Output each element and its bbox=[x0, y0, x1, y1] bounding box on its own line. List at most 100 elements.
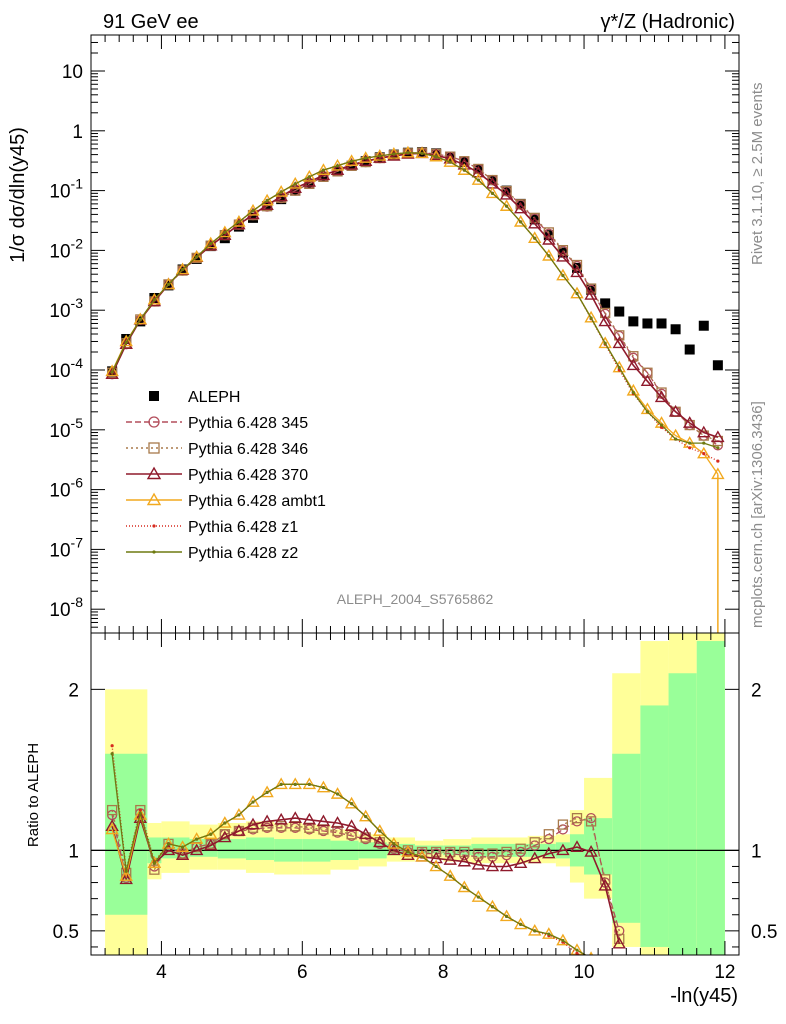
legend-item-p370: Pythia 6.428 370 bbox=[126, 466, 308, 484]
ratio-point-p345 bbox=[614, 925, 625, 936]
point-ambt1 bbox=[556, 268, 570, 281]
ratio-ylabel: Ratio to ALEPH bbox=[25, 743, 42, 847]
main-ytick-label: 10-1 bbox=[49, 176, 83, 203]
ratio-point-p370 bbox=[302, 812, 317, 825]
main-ytick-label: 10-2 bbox=[49, 235, 83, 262]
ratio-point-z2 bbox=[378, 829, 382, 833]
ratio-point-z2 bbox=[462, 885, 466, 889]
ratio-point-p370 bbox=[401, 848, 415, 861]
point-z2 bbox=[335, 164, 340, 168]
point-z1 bbox=[688, 446, 692, 450]
point-ambt1 bbox=[189, 249, 204, 262]
ratio-point-p346 bbox=[149, 864, 160, 875]
legend-item-p345: Pythia 6.428 345 bbox=[126, 415, 308, 432]
ratio-point-z2 bbox=[392, 842, 396, 846]
point-z2 bbox=[589, 316, 593, 320]
point-ambt1 bbox=[457, 163, 472, 175]
ratio-point-z2 bbox=[180, 845, 185, 849]
point-p370 bbox=[344, 157, 359, 170]
ratio-point-ambt1 bbox=[232, 808, 246, 820]
ratio-ytick-label-right: 0.5 bbox=[751, 922, 777, 943]
ratio-point-p370 bbox=[612, 936, 626, 949]
ratio-point-p370 bbox=[373, 835, 387, 848]
ratio-xtick-label: 4 bbox=[156, 962, 167, 983]
ratio-point-ambt1 bbox=[457, 880, 472, 893]
ratio-point-z1 bbox=[110, 744, 114, 748]
point-p346 bbox=[557, 244, 569, 256]
ratio-point-ambt1 bbox=[246, 795, 260, 807]
ratio-point-z2 bbox=[490, 905, 495, 909]
legend-item-ALEPH: ALEPH bbox=[149, 389, 240, 406]
point-ambt1 bbox=[204, 236, 218, 249]
ratio-point-z2 bbox=[519, 922, 523, 927]
ratio-point-z2 bbox=[110, 752, 114, 756]
point-p346 bbox=[543, 227, 554, 238]
legend-marker bbox=[146, 466, 162, 480]
ratio-point-z1 bbox=[604, 965, 607, 968]
point-p370 bbox=[513, 201, 528, 214]
point-ALEPH bbox=[670, 324, 681, 335]
ratio-ytick-label-right: 1 bbox=[751, 841, 762, 862]
ratio-point-p370 bbox=[443, 853, 457, 865]
ratio-point-ambt1 bbox=[387, 836, 401, 849]
legend-label: Pythia 6.428 345 bbox=[188, 415, 308, 432]
ratio-point-p370 bbox=[330, 816, 345, 828]
point-z2 bbox=[138, 317, 142, 322]
point-p370 bbox=[358, 154, 373, 167]
point-z2 bbox=[251, 209, 255, 213]
ratio-point-p370 bbox=[499, 859, 514, 872]
legend-label: Pythia 6.428 z1 bbox=[188, 519, 298, 536]
ratio-point-z2 bbox=[434, 864, 438, 869]
main-ytick-label: 10-6 bbox=[49, 475, 83, 502]
uncertainty-band-inner bbox=[612, 753, 641, 923]
point-ambt1 bbox=[528, 231, 542, 244]
point-z2 bbox=[124, 340, 128, 344]
ratio-xtick-label: 10 bbox=[573, 962, 594, 983]
point-ambt1 bbox=[401, 145, 415, 158]
ratio-point-ambt1 bbox=[401, 845, 415, 857]
ratio-point-p346 bbox=[557, 819, 569, 830]
point-z2 bbox=[702, 441, 706, 445]
ratio-xtick-label: 12 bbox=[714, 962, 735, 983]
point-z2 bbox=[462, 168, 466, 172]
ratio-point-z2 bbox=[166, 842, 171, 846]
ratio-point-p370 bbox=[528, 851, 542, 864]
ratio-point-z2 bbox=[547, 932, 551, 936]
point-z2 bbox=[645, 410, 650, 414]
point-ambt1 bbox=[274, 185, 288, 197]
point-p370 bbox=[598, 314, 612, 327]
point-ALEPH bbox=[191, 253, 202, 264]
main-ylabel: 1/σ dσ/dln(y45) bbox=[7, 127, 29, 263]
legend-label: ALEPH bbox=[188, 389, 240, 406]
point-z2 bbox=[674, 437, 678, 441]
point-ambt1 bbox=[218, 225, 232, 238]
uncertainty-band-inner bbox=[640, 705, 669, 947]
point-p370 bbox=[668, 404, 683, 417]
point-z2 bbox=[195, 255, 199, 259]
point-z2 bbox=[420, 151, 424, 155]
point-z2 bbox=[180, 267, 185, 272]
ratio-point-z2 bbox=[321, 785, 326, 790]
ratio-point-p370 bbox=[358, 827, 373, 840]
point-z2 bbox=[504, 204, 509, 208]
ratio-point-p370 bbox=[570, 840, 584, 852]
ratio-point-ambt1 bbox=[260, 785, 274, 798]
point-ambt1 bbox=[246, 203, 260, 216]
point-ALEPH bbox=[600, 298, 611, 309]
ratio-series-z2 bbox=[110, 752, 587, 955]
ratio-point-z2 bbox=[406, 850, 410, 854]
point-z1 bbox=[716, 459, 720, 463]
ratio-point-ambt1 bbox=[429, 859, 443, 872]
point-p370 bbox=[471, 165, 486, 178]
point-ALEPH bbox=[628, 316, 639, 327]
main-frame bbox=[90, 34, 740, 634]
ratio-point-ambt1 bbox=[471, 890, 486, 902]
legend-label: Pythia 6.428 346 bbox=[188, 441, 308, 458]
point-ALEPH bbox=[459, 157, 470, 168]
ratio-ytick-label-left: 0.5 bbox=[53, 922, 79, 943]
point-ambt1 bbox=[232, 214, 246, 227]
legend-item-z2: Pythia 6.428 z2 bbox=[126, 545, 298, 562]
point-p370 bbox=[570, 265, 584, 278]
point-z2 bbox=[519, 220, 523, 224]
